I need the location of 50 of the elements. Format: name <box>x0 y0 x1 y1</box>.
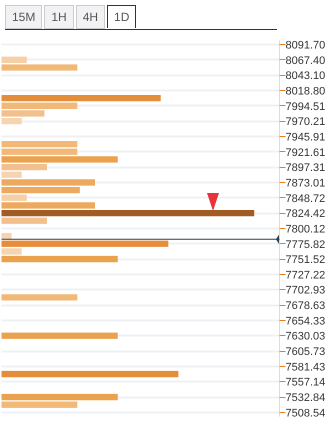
y-tick-label: 7630.03 <box>286 330 326 343</box>
bar <box>2 218 47 224</box>
bar <box>2 64 78 71</box>
y-tick-label: 7873.01 <box>286 177 326 190</box>
y-tick-label: 7897.31 <box>286 162 326 174</box>
bar <box>2 210 254 216</box>
y-tick-label: 7727.22 <box>286 269 326 282</box>
y-tick-label: 7824.42 <box>286 208 326 220</box>
y-tick-label: 8018.80 <box>286 85 326 98</box>
y-tick-label: 7848.72 <box>286 192 326 205</box>
y-tick-label: 7751.52 <box>286 254 326 266</box>
y-tick-label: 7532.84 <box>286 392 326 404</box>
y-tick-label: 7945.91 <box>286 131 326 144</box>
bar <box>2 118 22 124</box>
bar <box>2 240 168 247</box>
y-tick-label: 7800.12 <box>286 223 326 236</box>
y-tick-label: 7921.61 <box>286 146 326 159</box>
bar <box>2 248 22 255</box>
y-tick-label: 7970.21 <box>286 116 326 128</box>
bar <box>2 402 78 408</box>
bar <box>2 294 78 301</box>
y-tick-label: 7775.82 <box>286 238 326 251</box>
text: 1D <box>107 5 136 28</box>
bar <box>2 56 27 63</box>
bar <box>2 102 78 109</box>
y-tick-label: 7994.51 <box>286 100 326 113</box>
y-tick-label: 7678.63 <box>286 300 326 312</box>
bar <box>2 202 96 209</box>
bar <box>2 332 118 339</box>
bar <box>2 164 47 170</box>
y-tick-label: 7557.14 <box>286 376 326 389</box>
bar <box>2 156 118 163</box>
y-tick-label: 7581.43 <box>286 361 326 374</box>
y-tick-label: 7605.73 <box>286 346 326 358</box>
bar <box>2 256 118 262</box>
text: 4H <box>76 5 106 29</box>
y-tick-label: 7702.93 <box>286 284 326 297</box>
text: 1H <box>44 5 74 29</box>
bar <box>2 394 118 400</box>
y-tick-label: 8067.40 <box>286 54 326 67</box>
bar <box>2 194 27 201</box>
y-tick-label: 7654.33 <box>286 315 326 328</box>
bar <box>2 370 178 378</box>
y-tick-label: 7508.54 <box>286 407 326 420</box>
y-tick-label: 8043.10 <box>286 70 326 82</box>
text: 15M <box>5 5 42 29</box>
y-tick-label: 8091.70 <box>286 39 326 52</box>
bar <box>2 110 44 117</box>
bar <box>2 172 22 178</box>
bar <box>2 94 161 102</box>
